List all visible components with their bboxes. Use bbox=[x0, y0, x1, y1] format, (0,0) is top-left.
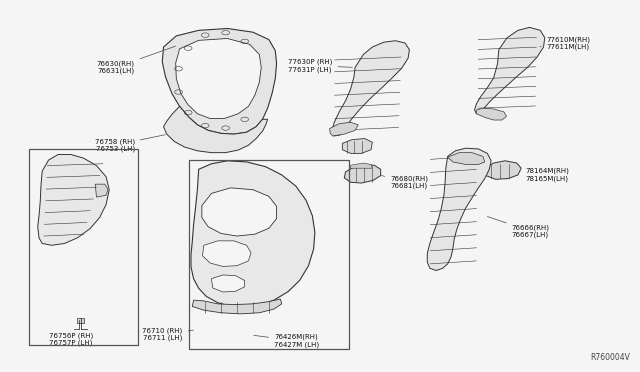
Polygon shape bbox=[332, 41, 410, 136]
Polygon shape bbox=[202, 241, 251, 266]
Text: 76758 (RH)
76753 (LH): 76758 (RH) 76753 (LH) bbox=[95, 135, 165, 152]
Text: 78164M(RH)
78165M(LH): 78164M(RH) 78165M(LH) bbox=[520, 168, 570, 182]
Polygon shape bbox=[77, 318, 84, 323]
Text: 77610M(RH)
77611M(LH): 77610M(RH) 77611M(LH) bbox=[540, 36, 591, 50]
Text: 76680(RH)
76681(LH): 76680(RH) 76681(LH) bbox=[381, 175, 428, 189]
Bar bbox=[29, 149, 138, 345]
Polygon shape bbox=[163, 29, 276, 134]
Polygon shape bbox=[344, 164, 381, 183]
Text: 76710 (RH)
76711 (LH): 76710 (RH) 76711 (LH) bbox=[143, 327, 193, 341]
Polygon shape bbox=[192, 299, 282, 314]
Text: R760004V: R760004V bbox=[590, 353, 630, 362]
Polygon shape bbox=[448, 153, 484, 164]
Text: 76666(RH)
76667(LH): 76666(RH) 76667(LH) bbox=[488, 217, 550, 238]
Polygon shape bbox=[164, 106, 268, 153]
Polygon shape bbox=[428, 148, 491, 270]
Text: 77630P (RH)
77631P (LH): 77630P (RH) 77631P (LH) bbox=[288, 58, 353, 73]
Text: 76426M(RH)
76427M (LH): 76426M(RH) 76427M (LH) bbox=[254, 334, 319, 348]
Bar bbox=[189, 160, 349, 349]
Text: 76630(RH)
76631(LH): 76630(RH) 76631(LH) bbox=[97, 46, 175, 74]
Polygon shape bbox=[484, 161, 521, 179]
Polygon shape bbox=[342, 138, 372, 153]
Polygon shape bbox=[38, 154, 109, 245]
Polygon shape bbox=[474, 28, 545, 114]
Polygon shape bbox=[351, 163, 372, 168]
Polygon shape bbox=[330, 122, 358, 136]
Polygon shape bbox=[95, 184, 108, 197]
Polygon shape bbox=[202, 188, 276, 236]
Polygon shape bbox=[191, 161, 315, 308]
Text: 76756P (RH)
76757P (LH): 76756P (RH) 76757P (LH) bbox=[49, 333, 93, 346]
Polygon shape bbox=[175, 38, 261, 119]
Polygon shape bbox=[476, 108, 506, 120]
Polygon shape bbox=[211, 275, 244, 292]
